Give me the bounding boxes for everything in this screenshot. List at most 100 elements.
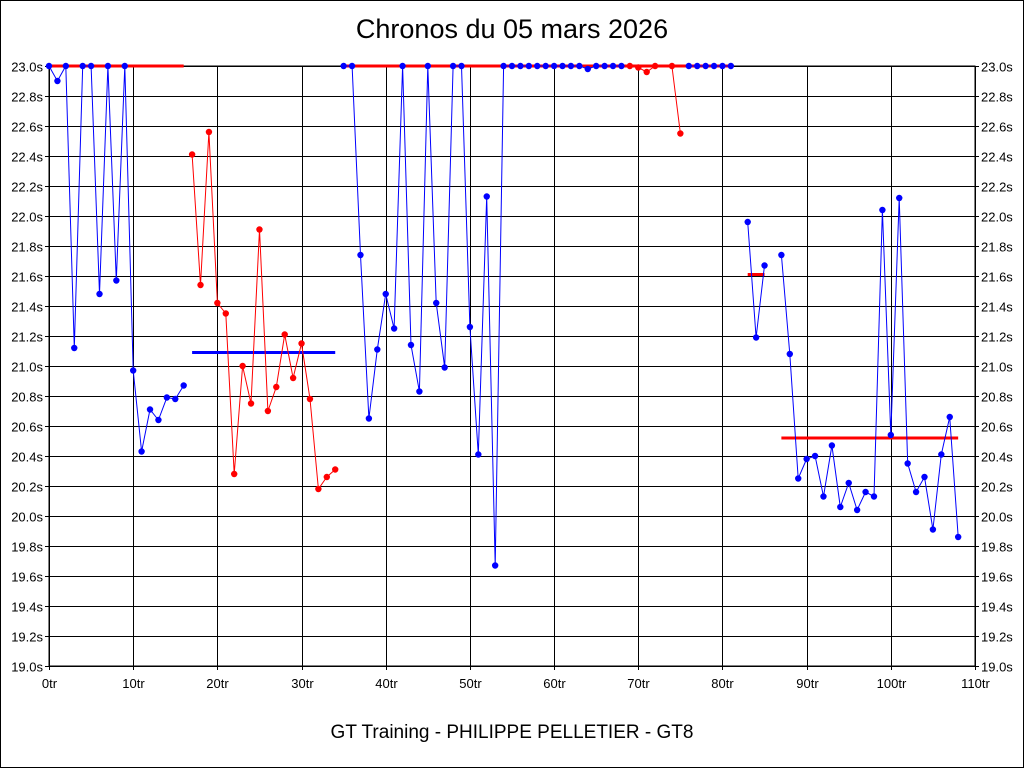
data-point	[382, 290, 389, 298]
y-tick-label-left: 21.4s	[11, 300, 43, 315]
y-tick-label-left: 21.0s	[11, 360, 43, 375]
y-tick-label-left: 20.8s	[11, 390, 43, 405]
data-point	[129, 367, 137, 374]
y-tick-label-right: 22.0s	[981, 210, 1013, 225]
y-tick-label-right: 21.2s	[981, 330, 1013, 345]
data-point	[778, 251, 785, 259]
y-tick-label-left: 22.8s	[11, 90, 43, 105]
data-point	[786, 350, 793, 358]
y-tick-label-left: 22.6s	[11, 120, 43, 135]
data-point	[54, 77, 61, 85]
y-tick-label-left: 20.4s	[11, 450, 43, 465]
data-point	[811, 452, 819, 460]
y-tick-label-left: 19.0s	[11, 660, 43, 675]
data-point	[517, 62, 524, 70]
data-point	[466, 323, 474, 331]
data-point	[584, 65, 591, 73]
data-point	[803, 455, 810, 463]
data-point	[702, 62, 709, 70]
data-point	[188, 151, 196, 158]
data-point	[761, 262, 768, 269]
data-point	[197, 281, 204, 289]
y-tick-label-right: 19.4s	[981, 600, 1013, 615]
y-tick-label-right: 22.8s	[981, 90, 1013, 105]
y-tick-label-left: 21.2s	[11, 330, 43, 345]
x-tick-label: 10tr	[122, 676, 145, 691]
data-point	[921, 473, 928, 481]
data-point	[912, 488, 920, 496]
data-point	[710, 62, 718, 70]
y-tick-label-right: 22.2s	[981, 180, 1013, 195]
data-point	[416, 388, 423, 395]
y-tick-label-right: 21.8s	[981, 240, 1013, 255]
data-point	[542, 62, 549, 70]
data-point	[315, 485, 322, 493]
data-point	[491, 562, 499, 569]
data-point	[904, 460, 911, 467]
data-point	[534, 62, 541, 70]
data-point	[618, 62, 625, 70]
data-point	[567, 62, 575, 70]
y-tick-label-right: 19.8s	[981, 540, 1013, 555]
data-point	[323, 473, 330, 481]
data-point	[449, 62, 457, 70]
data-point	[677, 130, 684, 137]
y-tick-label-left: 23.0s	[11, 60, 43, 75]
data-point	[281, 331, 288, 338]
y-tick-label-right: 19.2s	[981, 630, 1013, 645]
data-point	[837, 503, 844, 511]
data-point	[626, 62, 634, 70]
data-point	[795, 475, 802, 482]
data-point	[668, 62, 676, 70]
data-point	[205, 128, 213, 136]
data-point	[121, 62, 128, 70]
y-tick-label-left: 19.2s	[11, 630, 43, 645]
data-point	[870, 493, 878, 500]
y-tick-label-left: 21.8s	[11, 240, 43, 255]
x-tick-label: 30tr	[291, 676, 314, 691]
y-tick-label-left: 22.4s	[11, 150, 43, 165]
data-point	[475, 451, 482, 458]
data-point	[752, 334, 760, 341]
data-point	[407, 341, 415, 349]
data-point	[853, 506, 861, 514]
data-point	[390, 325, 398, 332]
data-point	[239, 362, 246, 370]
data-point	[365, 415, 373, 422]
data-point	[744, 218, 751, 226]
y-tick-label-right: 20.6s	[981, 420, 1013, 435]
data-point	[231, 470, 238, 478]
data-point	[500, 62, 507, 70]
data-point	[289, 374, 297, 382]
x-tick-label: 20tr	[206, 676, 229, 691]
data-point	[374, 346, 381, 353]
y-tick-label-right: 22.4s	[981, 150, 1013, 165]
y-tick-label-right: 21.6s	[981, 270, 1013, 285]
data-point	[820, 493, 827, 500]
y-tick-label-left: 22.2s	[11, 180, 43, 195]
x-tick-label: 50tr	[459, 676, 482, 691]
data-point	[138, 448, 145, 455]
data-point	[643, 68, 650, 76]
y-tick-label-right: 23.0s	[981, 60, 1013, 75]
data-point	[273, 383, 280, 391]
data-point	[635, 64, 642, 71]
data-point	[155, 416, 162, 424]
x-tick-label: 70tr	[627, 676, 650, 691]
series-line	[191, 131, 336, 491]
chart-footer: GT Training - PHILIPPE PELLETIER - GT8	[330, 722, 694, 743]
x-tick-label: 100tr	[877, 676, 907, 691]
data-point	[424, 62, 432, 70]
y-tick-label-right: 19.6s	[981, 570, 1013, 585]
y-tick-label-left: 20.0s	[11, 510, 43, 525]
data-point	[433, 299, 440, 307]
y-tick-label-right: 21.0s	[981, 360, 1013, 375]
y-tick-label-left: 20.6s	[11, 420, 43, 435]
data-point	[113, 277, 120, 284]
y-tick-label-left: 22.0s	[11, 210, 43, 225]
data-point	[214, 299, 221, 307]
data-point	[247, 400, 255, 407]
data-point	[399, 62, 406, 70]
data-point	[946, 413, 953, 421]
